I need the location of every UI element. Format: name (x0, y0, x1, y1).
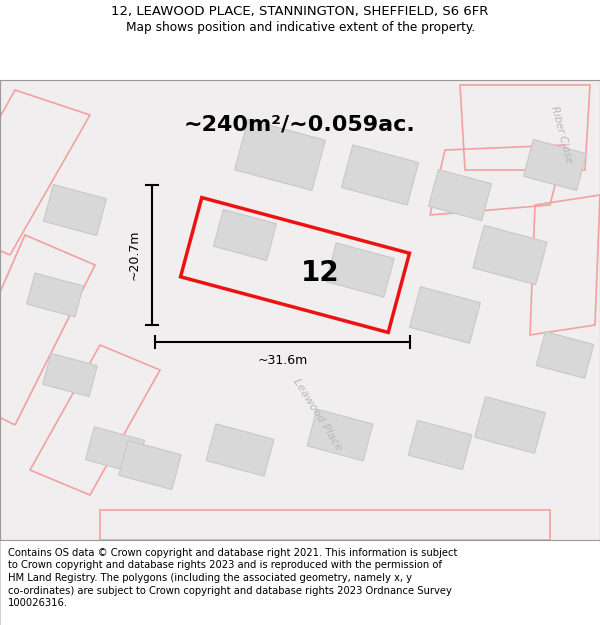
Text: 100026316.: 100026316. (8, 598, 68, 608)
Polygon shape (44, 184, 106, 236)
Polygon shape (119, 441, 181, 489)
Text: co-ordinates) are subject to Crown copyright and database rights 2023 Ordnance S: co-ordinates) are subject to Crown copyr… (8, 586, 452, 596)
Polygon shape (408, 421, 472, 469)
Polygon shape (206, 424, 274, 476)
Polygon shape (85, 427, 145, 473)
Polygon shape (235, 119, 325, 191)
Polygon shape (214, 209, 277, 261)
Text: Leawood Place: Leawood Place (292, 377, 344, 453)
Text: Riber Close: Riber Close (550, 105, 574, 165)
Polygon shape (475, 397, 545, 453)
Polygon shape (326, 243, 394, 297)
Text: 12: 12 (301, 259, 340, 287)
Polygon shape (410, 287, 481, 343)
Text: HM Land Registry. The polygons (including the associated geometry, namely x, y: HM Land Registry. The polygons (includin… (8, 573, 412, 583)
Bar (0, 540, 600, 625)
Polygon shape (341, 145, 419, 205)
Text: ~31.6m: ~31.6m (257, 354, 308, 366)
Text: ~20.7m: ~20.7m (128, 230, 140, 280)
Polygon shape (473, 226, 547, 284)
Text: to Crown copyright and database rights 2023 and is reproduced with the permissio: to Crown copyright and database rights 2… (8, 561, 442, 571)
Polygon shape (428, 169, 491, 221)
Polygon shape (43, 353, 97, 397)
Bar (0, 80, 600, 540)
Bar (0, 80, 600, 540)
Text: Map shows position and indicative extent of the property.: Map shows position and indicative extent… (125, 21, 475, 34)
Polygon shape (27, 273, 83, 317)
Polygon shape (536, 332, 593, 378)
Polygon shape (524, 139, 586, 191)
Text: 12, LEAWOOD PLACE, STANNINGTON, SHEFFIELD, S6 6FR: 12, LEAWOOD PLACE, STANNINGTON, SHEFFIEL… (112, 6, 488, 19)
Text: Contains OS data © Crown copyright and database right 2021. This information is : Contains OS data © Crown copyright and d… (8, 548, 457, 558)
Text: ~240m²/~0.059ac.: ~240m²/~0.059ac. (184, 115, 416, 135)
Polygon shape (307, 409, 373, 461)
Bar (0, 0, 600, 80)
